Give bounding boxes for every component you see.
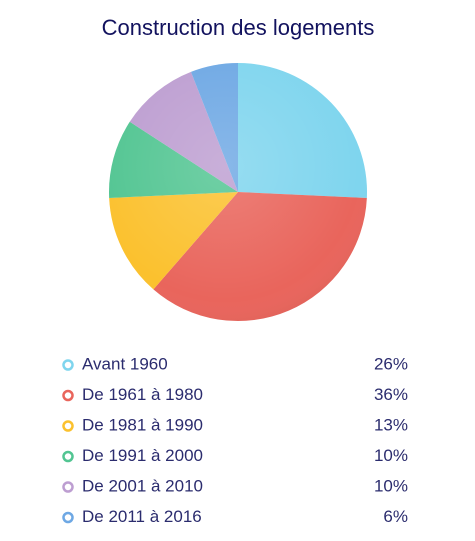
- legend-marker: [62, 511, 74, 524]
- legend-value: 26%: [374, 354, 408, 373]
- legend-value: 36%: [374, 385, 408, 404]
- legend-value: 10%: [374, 476, 408, 495]
- pie: [109, 63, 367, 321]
- legend-label: De 1981 à 1990: [82, 415, 203, 434]
- legend-marker: [62, 450, 74, 463]
- pie-slice: [238, 63, 367, 199]
- legend-marker: [62, 481, 74, 493]
- legend: Avant 1960 26% De 1961 à 1980 36% De 1981 à …: [62, 354, 408, 526]
- legend-marker: [62, 420, 74, 432]
- legend-value: 13%: [374, 415, 408, 434]
- chart-title: Construction des logements: [102, 15, 375, 40]
- legend-value: 10%: [374, 446, 408, 465]
- legend-marker: [62, 389, 74, 402]
- legend-marker: [62, 359, 74, 371]
- legend-label: De 2011 à 2016: [82, 507, 202, 526]
- legend-label: Avant 1960: [82, 354, 168, 373]
- legend-value: 6%: [383, 507, 408, 526]
- legend-label: De 2001 à 2010: [82, 476, 203, 495]
- legend-label: De 1961 à 1980: [82, 385, 203, 404]
- legend-label: De 1991 à 2000: [82, 446, 203, 465]
